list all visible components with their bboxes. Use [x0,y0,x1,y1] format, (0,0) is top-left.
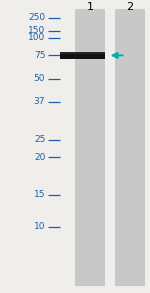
Bar [75,9,105,287]
Text: 150: 150 [28,26,45,35]
Text: 25: 25 [34,135,45,144]
Text: 15: 15 [34,190,45,200]
Text: 250: 250 [28,13,45,22]
Bar [60,52,105,59]
Text: 75: 75 [34,51,45,60]
Text: 1: 1 [86,2,93,12]
Text: 100: 100 [28,33,45,42]
Text: 2: 2 [126,2,134,12]
Text: 10: 10 [34,222,45,231]
Bar [115,9,145,287]
Text: 37: 37 [34,97,45,106]
Text: 50: 50 [34,74,45,83]
Bar [60,52,105,54]
Text: 20: 20 [34,153,45,162]
